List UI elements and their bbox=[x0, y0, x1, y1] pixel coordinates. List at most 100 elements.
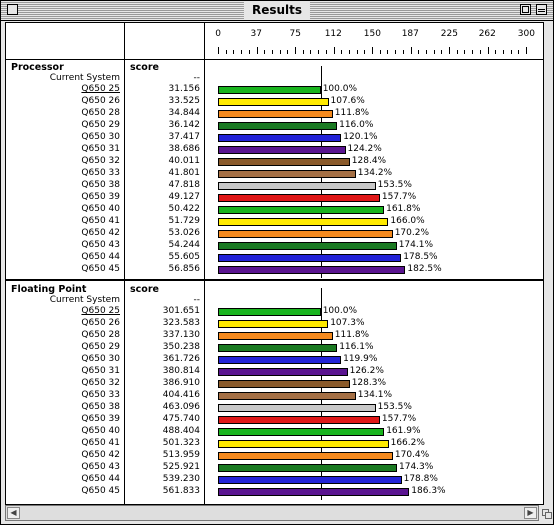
machine-name: Q650 41 bbox=[81, 216, 120, 226]
resize-grip-icon[interactable] bbox=[539, 506, 553, 520]
zoom-box-icon[interactable] bbox=[520, 4, 531, 15]
score-bar bbox=[218, 344, 338, 352]
axis-tick bbox=[310, 50, 312, 54]
axis-tick-label: 150 bbox=[363, 29, 381, 39]
percent-label: 161.9% bbox=[386, 426, 421, 436]
machine-name: Q650 42 bbox=[81, 450, 120, 460]
header-divider bbox=[6, 59, 543, 60]
machine-name: Q650 28 bbox=[81, 108, 120, 118]
score-bar bbox=[218, 110, 333, 118]
percent-label: 157.7% bbox=[381, 414, 417, 424]
machine-name: Q650 32 bbox=[81, 156, 120, 166]
machine-name: Q650 40 bbox=[81, 426, 120, 436]
percent-label: 124.2% bbox=[347, 144, 382, 154]
score-value: 475.740 bbox=[162, 414, 200, 424]
percent-label: 178.8% bbox=[403, 474, 438, 484]
axis-tick bbox=[379, 50, 381, 54]
axis-tick-label: 37 bbox=[250, 29, 262, 39]
percent-label: 161.8% bbox=[386, 204, 421, 214]
percent-label: 100.0% bbox=[322, 84, 358, 94]
score-bar bbox=[218, 428, 385, 436]
axis-tick bbox=[271, 50, 273, 54]
close-box-icon[interactable] bbox=[7, 4, 18, 15]
scroll-right-arrow-icon[interactable]: ▶ bbox=[524, 507, 537, 519]
machine-name: Q650 31 bbox=[81, 366, 120, 376]
axis-tick bbox=[464, 50, 466, 54]
axis-tick bbox=[487, 47, 489, 54]
score-value: 380.814 bbox=[162, 366, 200, 376]
score-bar bbox=[218, 308, 321, 316]
machine-name: Q650 26 bbox=[81, 96, 120, 106]
score-bar bbox=[218, 122, 338, 130]
axis-tick-label: 112 bbox=[324, 29, 342, 39]
machine-name: Q650 30 bbox=[81, 354, 120, 364]
score-bar bbox=[218, 452, 393, 460]
machine-name: Q650 39 bbox=[81, 192, 120, 202]
axis-tick bbox=[364, 50, 366, 54]
axis-tick bbox=[372, 47, 373, 54]
score-bar bbox=[218, 86, 321, 94]
machine-name: Q650 29 bbox=[81, 342, 120, 352]
percent-label: 128.3% bbox=[351, 378, 387, 388]
score-bar bbox=[218, 368, 348, 376]
axis-tick bbox=[341, 50, 343, 54]
percent-label: 170.2% bbox=[394, 228, 430, 238]
score-value: 31.156 bbox=[168, 84, 201, 94]
axis-tick bbox=[441, 50, 443, 54]
score-bar bbox=[218, 416, 380, 424]
score-value: 323.583 bbox=[162, 318, 200, 328]
machine-name: Q650 33 bbox=[81, 168, 120, 178]
horizontal-scrollbar[interactable]: ◀ ▶ bbox=[5, 505, 539, 521]
axis-tick-label: 75 bbox=[289, 29, 301, 39]
score-bar bbox=[218, 404, 376, 412]
score-bar bbox=[218, 380, 350, 388]
vertical-scrollbar[interactable] bbox=[544, 22, 552, 503]
score-value: 37.417 bbox=[168, 132, 201, 142]
score-bar bbox=[218, 488, 410, 496]
machine-name: Q650 31 bbox=[81, 144, 120, 154]
score-bar bbox=[218, 254, 402, 262]
axis-tick bbox=[279, 50, 281, 54]
axis-tick bbox=[518, 50, 520, 54]
axis-tick bbox=[402, 50, 404, 54]
title-bar[interactable]: Results bbox=[1, 1, 553, 21]
column-divider-name bbox=[124, 23, 125, 504]
score-value: 361.726 bbox=[162, 354, 200, 364]
percent-label: 120.1% bbox=[343, 132, 378, 142]
score-bar bbox=[218, 98, 329, 106]
machine-name[interactable]: Q650 25 bbox=[81, 84, 120, 94]
score-value: 51.729 bbox=[168, 216, 201, 226]
score-bar bbox=[218, 476, 402, 484]
score-bar bbox=[218, 230, 393, 238]
machine-name[interactable]: Q650 25 bbox=[81, 306, 120, 316]
machine-name: Q650 32 bbox=[81, 378, 120, 388]
score-value: 539.230 bbox=[162, 474, 200, 484]
axis-tick bbox=[256, 47, 258, 54]
score-bar bbox=[218, 158, 350, 166]
axis-tick bbox=[218, 47, 219, 54]
percent-label: 126.2% bbox=[349, 366, 384, 376]
percent-label: 170.4% bbox=[394, 450, 430, 460]
window-title: Results bbox=[243, 2, 311, 19]
axis-tick bbox=[456, 50, 458, 54]
score-bar bbox=[218, 464, 397, 472]
axis-tick bbox=[433, 50, 435, 54]
percent-label: 119.9% bbox=[343, 354, 378, 364]
axis-tick-label: 300 bbox=[517, 29, 535, 39]
percent-label: 116.1% bbox=[339, 342, 374, 352]
score-value: 38.686 bbox=[168, 144, 201, 154]
axis-tick bbox=[233, 50, 235, 54]
machine-name: Q650 45 bbox=[81, 486, 120, 496]
score-bar bbox=[218, 242, 397, 250]
axis-tick bbox=[325, 50, 327, 54]
axis-tick bbox=[418, 50, 420, 54]
percent-label: 153.5% bbox=[377, 180, 412, 190]
score-value: 41.801 bbox=[168, 168, 201, 178]
scroll-left-arrow-icon[interactable]: ◀ bbox=[7, 507, 20, 519]
axis-tick bbox=[410, 47, 412, 54]
section-title: Processor bbox=[11, 62, 64, 73]
score-header: score bbox=[130, 284, 159, 295]
score-value: 53.026 bbox=[168, 228, 201, 238]
collapse-box-icon[interactable] bbox=[536, 4, 547, 15]
